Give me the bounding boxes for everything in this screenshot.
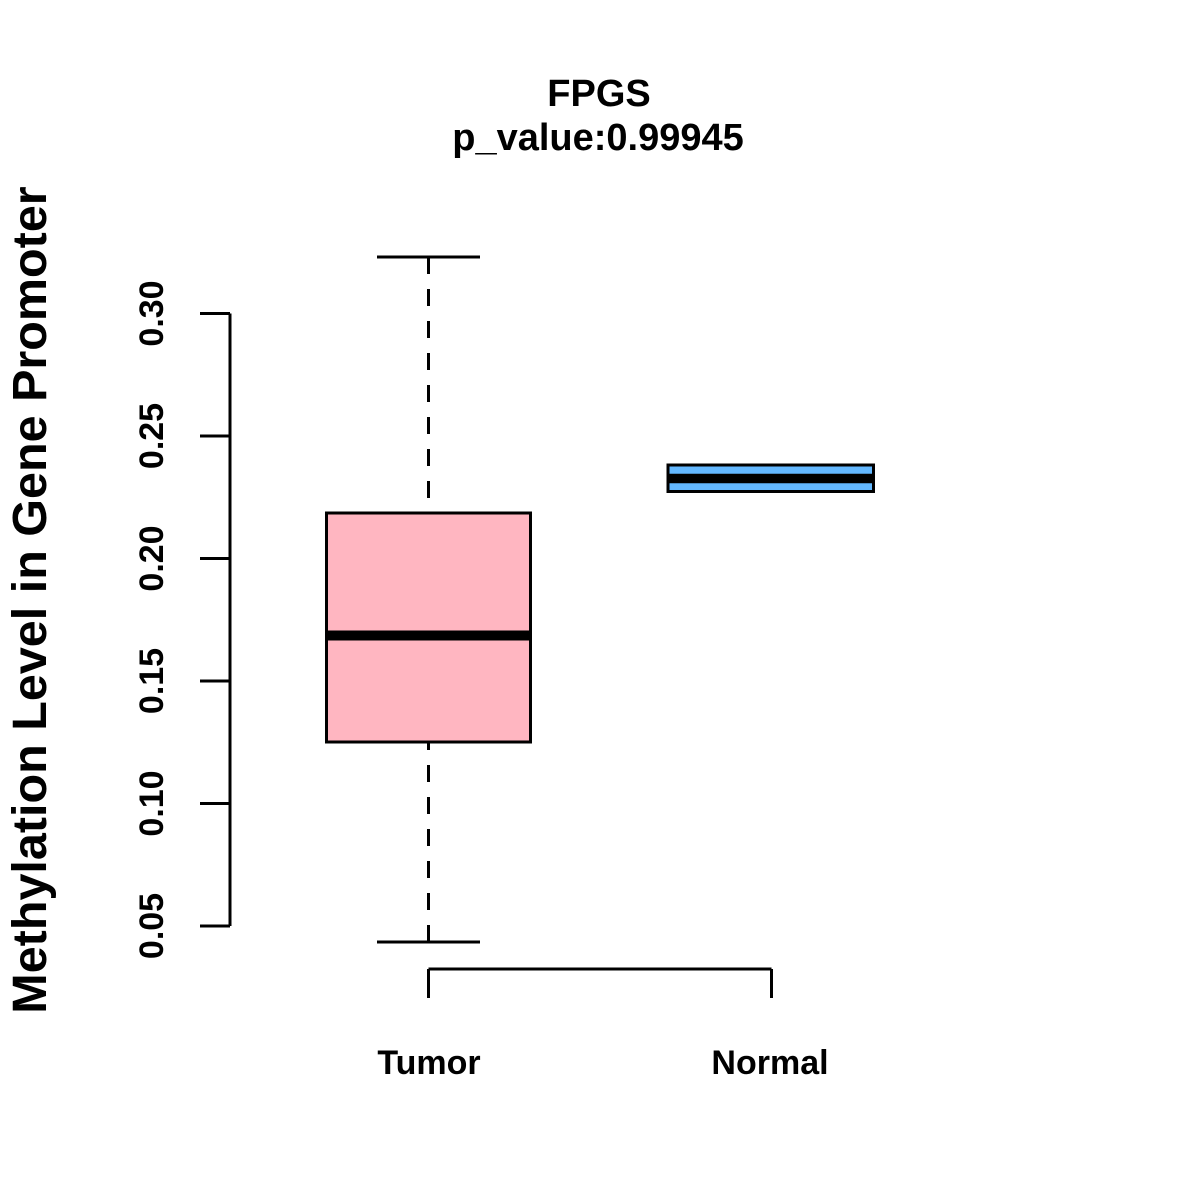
svg-text:0.05: 0.05: [133, 893, 171, 959]
svg-text:0.10: 0.10: [133, 770, 171, 836]
svg-text:Tumor: Tumor: [377, 1044, 480, 1082]
svg-text:Methylation Level in Gene Prom: Methylation Level in Gene Promoter: [3, 186, 57, 1013]
svg-text:p_value:0.99945: p_value:0.99945: [452, 117, 744, 159]
svg-text:Normal: Normal: [711, 1044, 828, 1082]
svg-text:0.30: 0.30: [133, 280, 171, 346]
svg-text:0.15: 0.15: [133, 648, 171, 714]
svg-text:0.20: 0.20: [133, 525, 171, 591]
svg-text:0.25: 0.25: [133, 403, 171, 469]
svg-text:FPGS: FPGS: [547, 73, 650, 115]
